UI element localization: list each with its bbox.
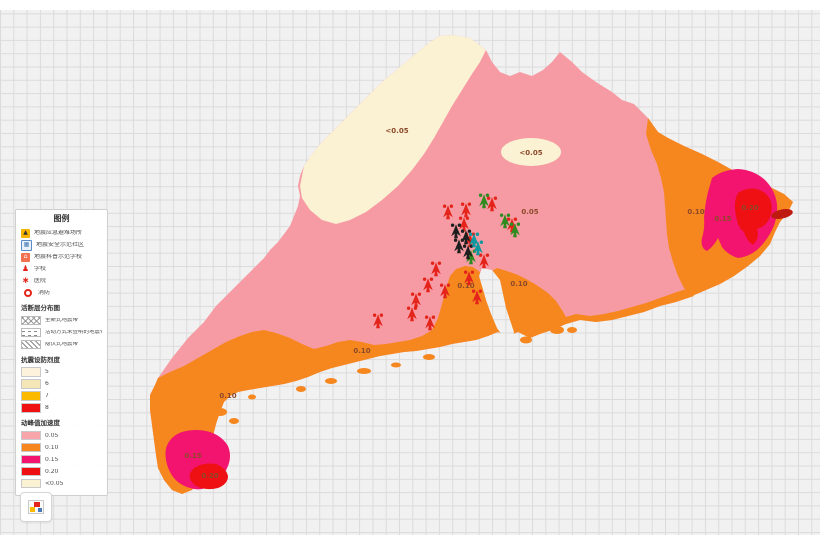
region-pga-0.10-south-coast[interactable] <box>150 266 694 494</box>
crosshatch-pattern-swatch <box>21 316 41 325</box>
color-swatch <box>21 467 41 476</box>
legend-swatch-item: 6 <box>21 378 102 390</box>
region-pga-0.20-southwest[interactable] <box>189 463 228 490</box>
shelter-icon: ▲ <box>21 228 30 238</box>
legend-swatch-item: <0.05 <box>21 478 102 490</box>
color-swatch <box>21 479 41 488</box>
color-swatch <box>21 431 41 440</box>
legend-swatch-label: 0.05 <box>45 432 59 439</box>
pga-section-title: 动峰值加速度 <box>21 419 60 427</box>
pga-value-label: 0.10 <box>353 347 370 355</box>
legend-point-label: 地震科普示范学校 <box>34 254 83 260</box>
island-darkred-east[interactable] <box>770 207 793 220</box>
legend-swatch-item: 0.05 <box>21 430 102 442</box>
legend-swatch-item: 8 <box>21 402 102 414</box>
legend-point-item: ▦ 地震安全示范社区 <box>21 239 102 251</box>
legend-swatch-label: 0.15 <box>45 456 59 463</box>
legend-point-label: 消防 <box>38 290 51 296</box>
color-swatch <box>21 391 41 401</box>
legend-swatch-label: 5 <box>45 369 49 375</box>
color-swatch <box>21 403 41 413</box>
demo-school-icon: ⌂ <box>21 252 30 262</box>
legend-swatch-item: 0.15 <box>21 454 102 466</box>
legend-point-item: ♟ 学校 <box>21 263 102 275</box>
legend-point-label: 地震安全示范社区 <box>36 242 85 248</box>
region-pga-lt0.05-northwest[interactable] <box>300 35 486 224</box>
school-icon: ♟ <box>21 264 30 273</box>
dashed-pattern-swatch <box>21 328 41 337</box>
legend-swatch-item: 0.20 <box>21 466 102 478</box>
legend-swatch-item: 0.10 <box>21 442 102 454</box>
legend-fault-label: 全新式地震带 <box>45 317 79 323</box>
legend-fault-items: 全新式地震带活动方式未查明的地震带 隐伏式地震带 <box>21 315 102 351</box>
region-pga-lt0.05-oval[interactable] <box>501 138 561 166</box>
legend-panel: 图例 ▲ 地震应急避难场所 ▦ 地震安全示范社区 ⌂ 地震科普示范学校 ♟ 学校 ∗ 医院 消防 活… <box>15 209 108 496</box>
pga-value-label: 0.10 <box>510 280 527 288</box>
color-swatch <box>21 455 41 464</box>
legend-swatch-item: 5 <box>21 366 102 378</box>
legend-fault-item: 活动方式未查明的地震带 <box>21 327 102 339</box>
pga-value-label: 0.15 <box>184 452 201 460</box>
overview-map-button[interactable] <box>20 492 52 522</box>
color-swatch <box>21 443 41 452</box>
overview-map-icon <box>28 500 44 514</box>
legend-swatch-item: 7 <box>21 390 102 402</box>
diagonal-pattern-swatch <box>21 340 41 349</box>
pearl-river-estuary-water <box>479 268 514 340</box>
legend-title: 图例 <box>53 214 70 223</box>
legend-fault-label: 隐伏式地震带 <box>45 341 79 347</box>
safe-community-icon: ▦ <box>21 239 32 251</box>
pga-value-label: 0.05 <box>521 208 538 216</box>
coastal-islands <box>206 313 577 427</box>
legend-fault-item: 隐伏式地震带 <box>21 339 102 351</box>
legend-swatch-label: <0.05 <box>45 480 64 487</box>
legend-point-items: ▲ 地震应急避难场所 ▦ 地震安全示范社区 ⌂ 地震科普示范学校 ♟ 学校 ∗ 医院 消防 <box>21 227 102 299</box>
legend-point-item: ▲ 地震应急避难场所 <box>21 227 102 239</box>
fire-station-icon <box>23 289 32 297</box>
legend-fault-item: 全新式地震带 <box>21 315 102 327</box>
legend-point-label: 学校 <box>34 266 47 272</box>
legend-intensity-items: 5 6 7 8 <box>21 366 102 414</box>
legend-swatch-label: 0.20 <box>45 468 59 475</box>
pga-value-label: 0.10 <box>687 208 704 216</box>
hospital-icon: ∗ <box>21 275 30 286</box>
legend-swatch-label: 0.10 <box>45 444 59 451</box>
fault-section-title: 活断层分布图 <box>21 304 60 312</box>
pga-value-label: 0.10 <box>457 282 474 290</box>
top-margin <box>0 0 820 10</box>
legend-swatch-label: 8 <box>45 405 49 411</box>
map-value-labels: <0.05 <0.05 0.05 0.10 0.10 0.10 0.15 0.20 0.10 0.… <box>184 127 758 480</box>
legend-fault-label: 活动方式未查明的地震带 <box>45 329 102 335</box>
legend-point-item: 消防 <box>21 287 102 299</box>
pga-value-label: 0.10 <box>219 392 236 400</box>
region-pga-0.05[interactable] <box>150 35 793 494</box>
legend-point-label: 地震应急避难场所 <box>34 230 83 236</box>
legend-pga-items: 0.05 0.10 0.15 0.20 <0.05 <box>21 430 102 490</box>
pga-value-label: 0.20 <box>741 204 758 212</box>
color-swatch <box>21 367 41 377</box>
pga-value-label: <0.05 <box>519 149 542 157</box>
legend-point-item: ∗ 医院 <box>21 275 102 287</box>
legend-swatch-label: 7 <box>45 393 49 399</box>
pga-value-label: 0.15 <box>714 215 731 223</box>
color-swatch <box>21 379 41 389</box>
pga-value-label: 0.20 <box>201 472 218 480</box>
legend-swatch-label: 6 <box>45 381 49 387</box>
legend-point-label: 医院 <box>34 278 47 284</box>
region-pga-0.20-northeast[interactable] <box>734 188 772 246</box>
legend-point-item: ⌂ 地震科普示范学校 <box>21 251 102 263</box>
intensity-section-title: 抗震设防烈度 <box>21 355 60 364</box>
pga-value-label: <0.05 <box>385 127 408 135</box>
